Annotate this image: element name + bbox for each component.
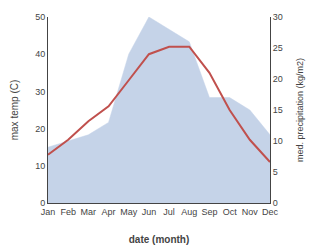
- svg-text:Oct: Oct: [223, 207, 238, 217]
- svg-text:20: 20: [273, 74, 283, 84]
- svg-text:Jan: Jan: [41, 207, 56, 217]
- svg-text:30: 30: [35, 87, 45, 97]
- svg-text:10: 10: [35, 161, 45, 171]
- svg-text:Nov: Nov: [242, 207, 259, 217]
- svg-text:Dec: Dec: [262, 207, 279, 217]
- svg-text:Sep: Sep: [201, 207, 217, 217]
- svg-text:30: 30: [273, 12, 283, 22]
- svg-text:25: 25: [273, 43, 283, 53]
- svg-text:20: 20: [35, 124, 45, 134]
- svg-text:May: May: [120, 207, 138, 217]
- svg-text:0: 0: [40, 198, 45, 208]
- svg-text:Apr: Apr: [102, 207, 116, 217]
- svg-text:15: 15: [273, 105, 283, 115]
- svg-text:max temp (C): max temp (C): [9, 80, 20, 141]
- svg-text:Jul: Jul: [163, 207, 175, 217]
- svg-text:0: 0: [273, 198, 278, 208]
- svg-text:Aug: Aug: [181, 207, 197, 217]
- svg-text:10: 10: [273, 136, 283, 146]
- svg-text:Feb: Feb: [60, 207, 76, 217]
- svg-text:50: 50: [35, 12, 45, 22]
- svg-text:date (month): date (month): [129, 234, 190, 245]
- svg-text:40: 40: [35, 49, 45, 59]
- svg-text:med. precipitation (kg/m2): med. precipitation (kg/m2): [295, 58, 305, 162]
- svg-text:Jun: Jun: [142, 207, 157, 217]
- svg-text:5: 5: [273, 167, 278, 177]
- svg-text:Mar: Mar: [81, 207, 97, 217]
